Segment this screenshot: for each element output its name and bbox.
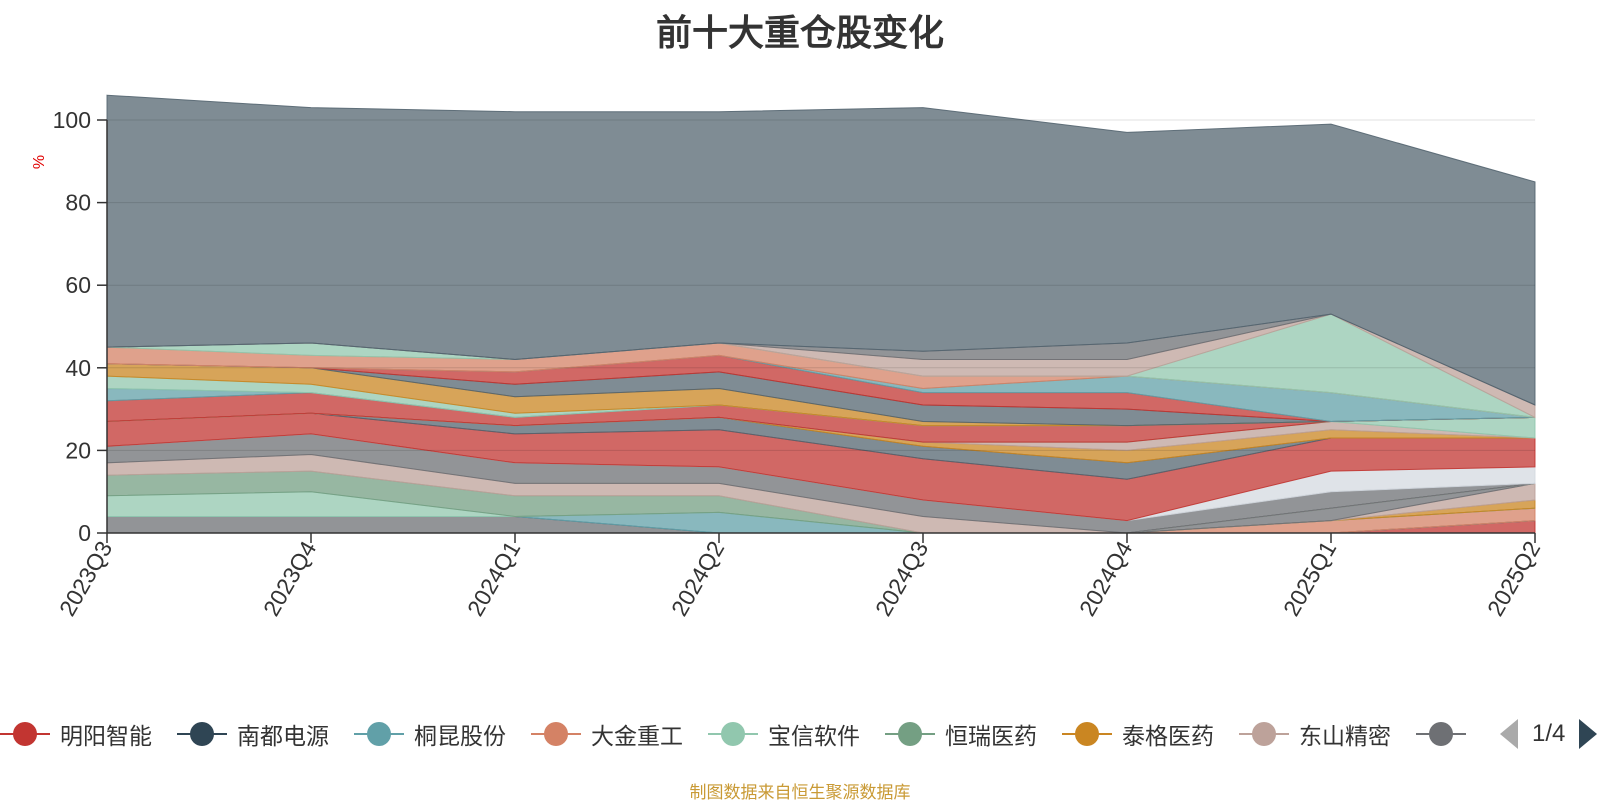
legend-item[interactable]: 桐昆股份 <box>354 714 506 754</box>
pager-next-icon[interactable] <box>1579 719 1598 749</box>
legend-item[interactable]: 南都电源 <box>177 714 329 754</box>
legend-item[interactable]: 明阳智能 <box>0 714 152 754</box>
legend-item[interactable] <box>1416 714 1476 754</box>
legend-label: 恒瑞医药 <box>945 723 1037 749</box>
pager-prev-icon[interactable] <box>1500 719 1518 749</box>
y-tick-label: 40 <box>65 355 91 381</box>
legend: 明阳智能 南都电源 桐昆股份 大金重工 宝信软件 恒瑞医药 泰格医药 东山精密 <box>0 714 1600 754</box>
legend-label: 东山精密 <box>1299 723 1391 749</box>
x-tick-label: 2024Q1 <box>462 537 525 621</box>
y-tick-label: 80 <box>65 190 91 216</box>
axis-group <box>106 120 1535 534</box>
legend-item[interactable]: 宝信软件 <box>708 714 860 754</box>
chart-title: 前十大重仓股变化 <box>655 12 944 53</box>
legend-label: 宝信软件 <box>768 723 860 749</box>
legend-label: 南都电源 <box>237 723 329 749</box>
legend-label: 桐昆股份 <box>414 723 506 749</box>
legend-marker-icon <box>708 719 758 749</box>
legend-marker-icon <box>177 719 227 749</box>
y-tick-label: 100 <box>53 107 91 133</box>
source-note: 制图数据来自恒生聚源数据库 <box>689 783 911 802</box>
legend-marker-icon <box>1239 719 1289 749</box>
y-tick-label-group: 0 20 40 60 80 100 <box>53 107 91 546</box>
y-axis-unit-label: % <box>31 155 48 169</box>
area-series-33 <box>106 94 1536 406</box>
legend-marker-icon <box>1416 719 1466 749</box>
y-tick-label: 20 <box>65 437 91 463</box>
legend-label: 明阳智能 <box>60 723 152 749</box>
legend-item[interactable]: 泰格医药 <box>1062 714 1214 754</box>
area-series-group <box>106 94 1536 534</box>
x-tick-label: 2024Q3 <box>870 537 933 621</box>
y-tick-label: 60 <box>65 272 91 298</box>
legend-item[interactable]: 恒瑞医药 <box>885 714 1037 754</box>
x-tick-label: 2023Q4 <box>258 536 322 620</box>
x-tick-label: 2024Q4 <box>1074 536 1138 620</box>
legend-marker-icon <box>531 719 581 749</box>
y-tick-label: 0 <box>78 520 91 546</box>
pager-page-text: 1/4 <box>1532 720 1566 747</box>
legend-item[interactable]: 东山精密 <box>1239 714 1391 754</box>
legend-pager: 1/4 <box>1500 714 1598 754</box>
x-tick-label: 2023Q3 <box>54 537 117 621</box>
legend-marker-icon <box>354 719 404 749</box>
legend-marker-icon <box>1062 719 1112 749</box>
x-tick-label: 2025Q2 <box>1482 537 1545 621</box>
x-tick-label: 2025Q1 <box>1278 537 1341 621</box>
legend-marker-icon <box>885 719 935 749</box>
x-tick-label-group: 2023Q3 2023Q4 2024Q1 2024Q2 2024Q3 2024Q4 2025… <box>54 533 1545 620</box>
legend-item[interactable]: 大金重工 <box>531 714 683 754</box>
legend-label: 泰格医药 <box>1122 723 1214 749</box>
legend-marker-icon <box>0 719 50 749</box>
legend-label: 大金重工 <box>591 723 683 749</box>
x-tick-label: 2024Q2 <box>666 537 729 621</box>
